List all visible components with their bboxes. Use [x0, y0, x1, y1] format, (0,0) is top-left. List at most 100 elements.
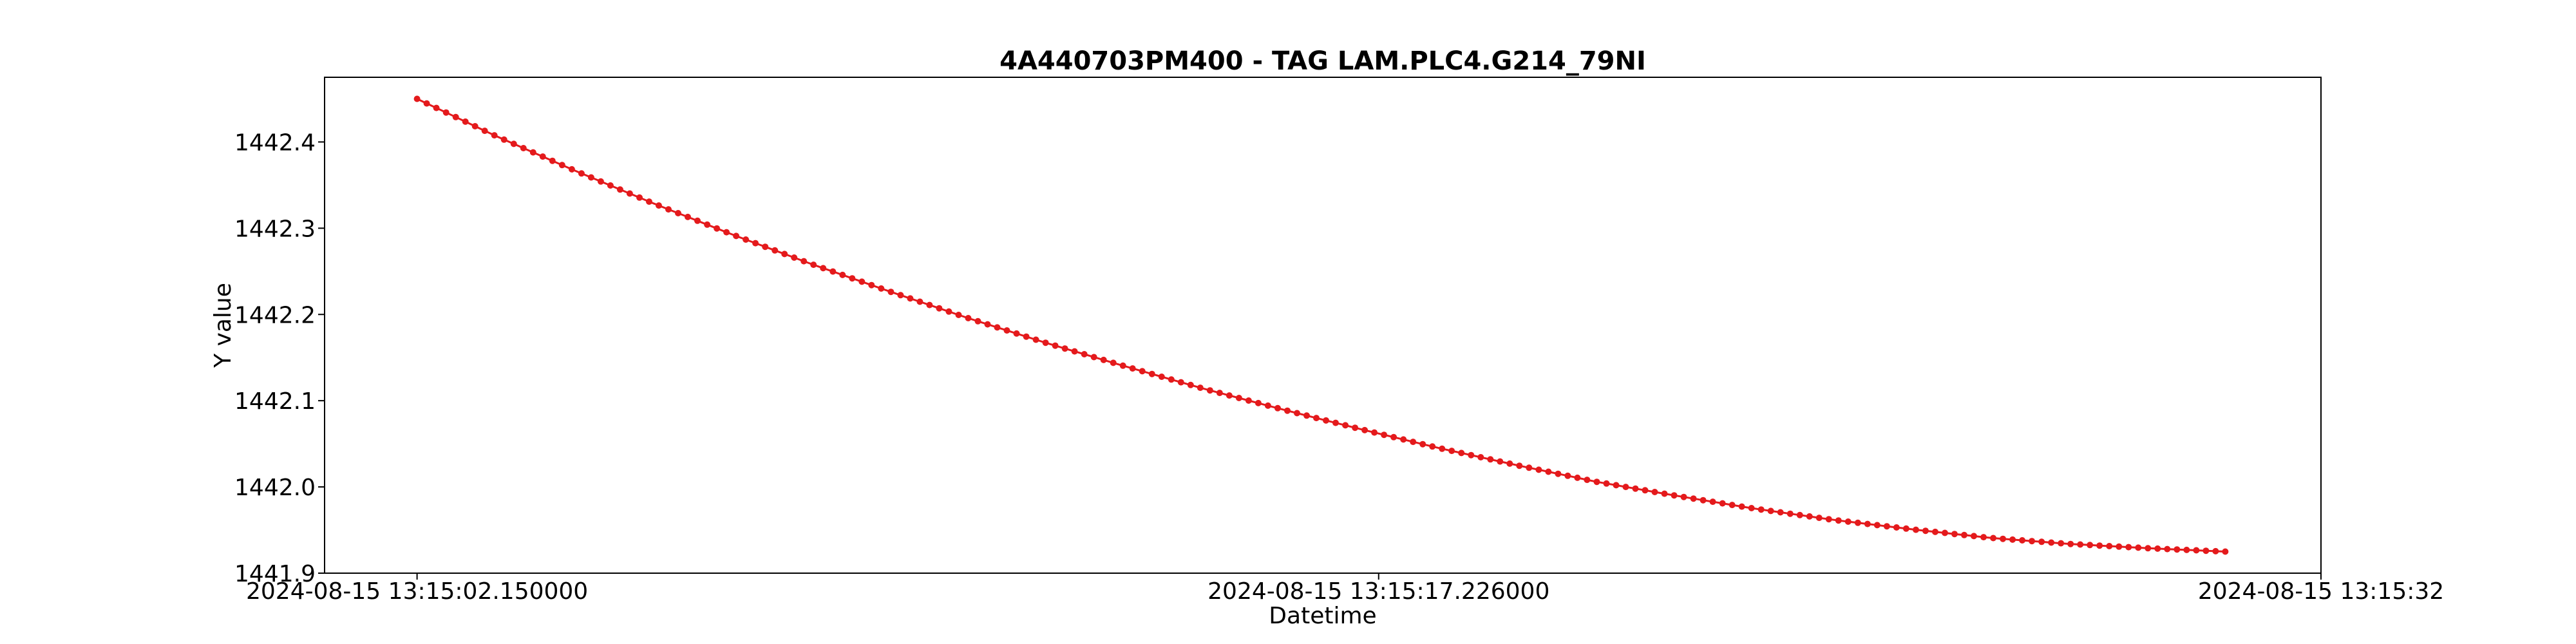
data-point [1603, 480, 1610, 487]
data-point [1352, 424, 1359, 431]
x-axis-label: Datetime [1269, 603, 1376, 629]
data-point [945, 308, 952, 315]
data-point [1342, 422, 1349, 429]
data-point [1419, 440, 1426, 448]
data-point [839, 271, 846, 278]
data-point [616, 186, 623, 193]
data-point [1381, 431, 1388, 439]
x-tick-label: 2024-08-15 13:15:32 [2198, 578, 2444, 605]
data-point [665, 206, 672, 213]
x-axis: 2024-08-15 13:15:02.150000 2024-08-15 13:… [246, 573, 2444, 605]
data-point [510, 140, 517, 147]
data-point [1294, 410, 1300, 417]
data-point [984, 321, 991, 328]
data-point [675, 210, 681, 216]
data-point [1042, 339, 1049, 346]
data-point [1235, 395, 1242, 401]
data-point [1448, 448, 1455, 455]
data-point [1090, 354, 1097, 361]
data-point [2202, 547, 2210, 554]
data-point [752, 240, 759, 247]
series-line [416, 98, 2226, 553]
data-point [442, 109, 450, 116]
data-point [2183, 546, 2190, 553]
data-point [714, 225, 721, 232]
data-point [1516, 462, 1523, 469]
data-point [1264, 402, 1271, 409]
y-axis-label: Y value [210, 283, 236, 368]
data-point [1584, 477, 1591, 484]
data-point [1574, 474, 1581, 481]
chart-title: 4A440703PM400 - TAG LAM.PLC4.G214_79NI [999, 46, 1646, 76]
data-point [800, 258, 808, 265]
data-point [743, 236, 750, 243]
data-point [568, 166, 575, 173]
series-points [413, 95, 2229, 555]
data-point [1555, 470, 1562, 477]
data-point [2116, 543, 2123, 550]
y-tick-label: 1442.4 [234, 129, 316, 156]
data-point [1032, 336, 1039, 343]
data-point [1168, 376, 1175, 383]
data-point [1052, 342, 1059, 349]
data-point [2135, 544, 2142, 551]
data-point [1767, 507, 1774, 515]
data-point [1535, 466, 1542, 473]
data-point [1883, 523, 1890, 530]
data-point [1854, 519, 1861, 526]
data-point [2193, 547, 2200, 554]
data-point [1003, 327, 1010, 334]
data-point [2106, 543, 2113, 549]
data-point [1632, 485, 1639, 492]
data-point [462, 118, 469, 125]
data-point [1187, 381, 1194, 388]
data-point [452, 113, 459, 120]
data-point [1245, 397, 1252, 404]
data-point [1410, 439, 1417, 446]
data-point [1361, 426, 1368, 433]
data-point [549, 157, 556, 164]
data-point [607, 182, 614, 189]
data-point [1439, 445, 1446, 452]
y-tick-label: 1442.3 [234, 216, 316, 242]
data-point [2009, 536, 2016, 543]
data-point [1177, 379, 1184, 386]
y-tick-label: 1442.0 [234, 475, 316, 501]
data-point [1777, 509, 1784, 516]
data-point [529, 149, 536, 156]
data-point [772, 247, 779, 254]
data-point [1284, 407, 1291, 414]
data-point [2164, 545, 2171, 553]
data-point [1913, 526, 1919, 533]
data-point [1400, 436, 1407, 443]
data-point [1642, 487, 1649, 494]
data-point [1197, 384, 1204, 392]
data-point [1902, 525, 1909, 532]
data-point [1303, 412, 1310, 419]
data-point [1680, 493, 1687, 500]
data-point [1061, 345, 1068, 352]
data-point [685, 213, 691, 220]
data-point [2096, 542, 2103, 549]
data-point [1477, 454, 1484, 460]
data-point [433, 104, 440, 111]
data-point [1719, 500, 1726, 507]
data-point [539, 153, 546, 160]
data-point [2038, 538, 2045, 545]
data-point [1129, 365, 1136, 372]
data-point [1690, 495, 1697, 502]
data-point [1951, 531, 1958, 538]
data-point [955, 312, 962, 318]
x-tick-label: 2024-08-15 13:15:17.226000 [1208, 578, 1549, 605]
data-point [1728, 502, 1736, 509]
data-point [810, 261, 817, 269]
data-point [1564, 472, 1571, 479]
data-point [481, 128, 488, 135]
data-point [413, 95, 421, 102]
data-point [1071, 348, 1078, 355]
data-point [1961, 531, 1967, 538]
data-point [878, 285, 885, 292]
data-point [1110, 359, 1117, 366]
data-point [1757, 506, 1765, 513]
plot-frame [324, 77, 2322, 574]
